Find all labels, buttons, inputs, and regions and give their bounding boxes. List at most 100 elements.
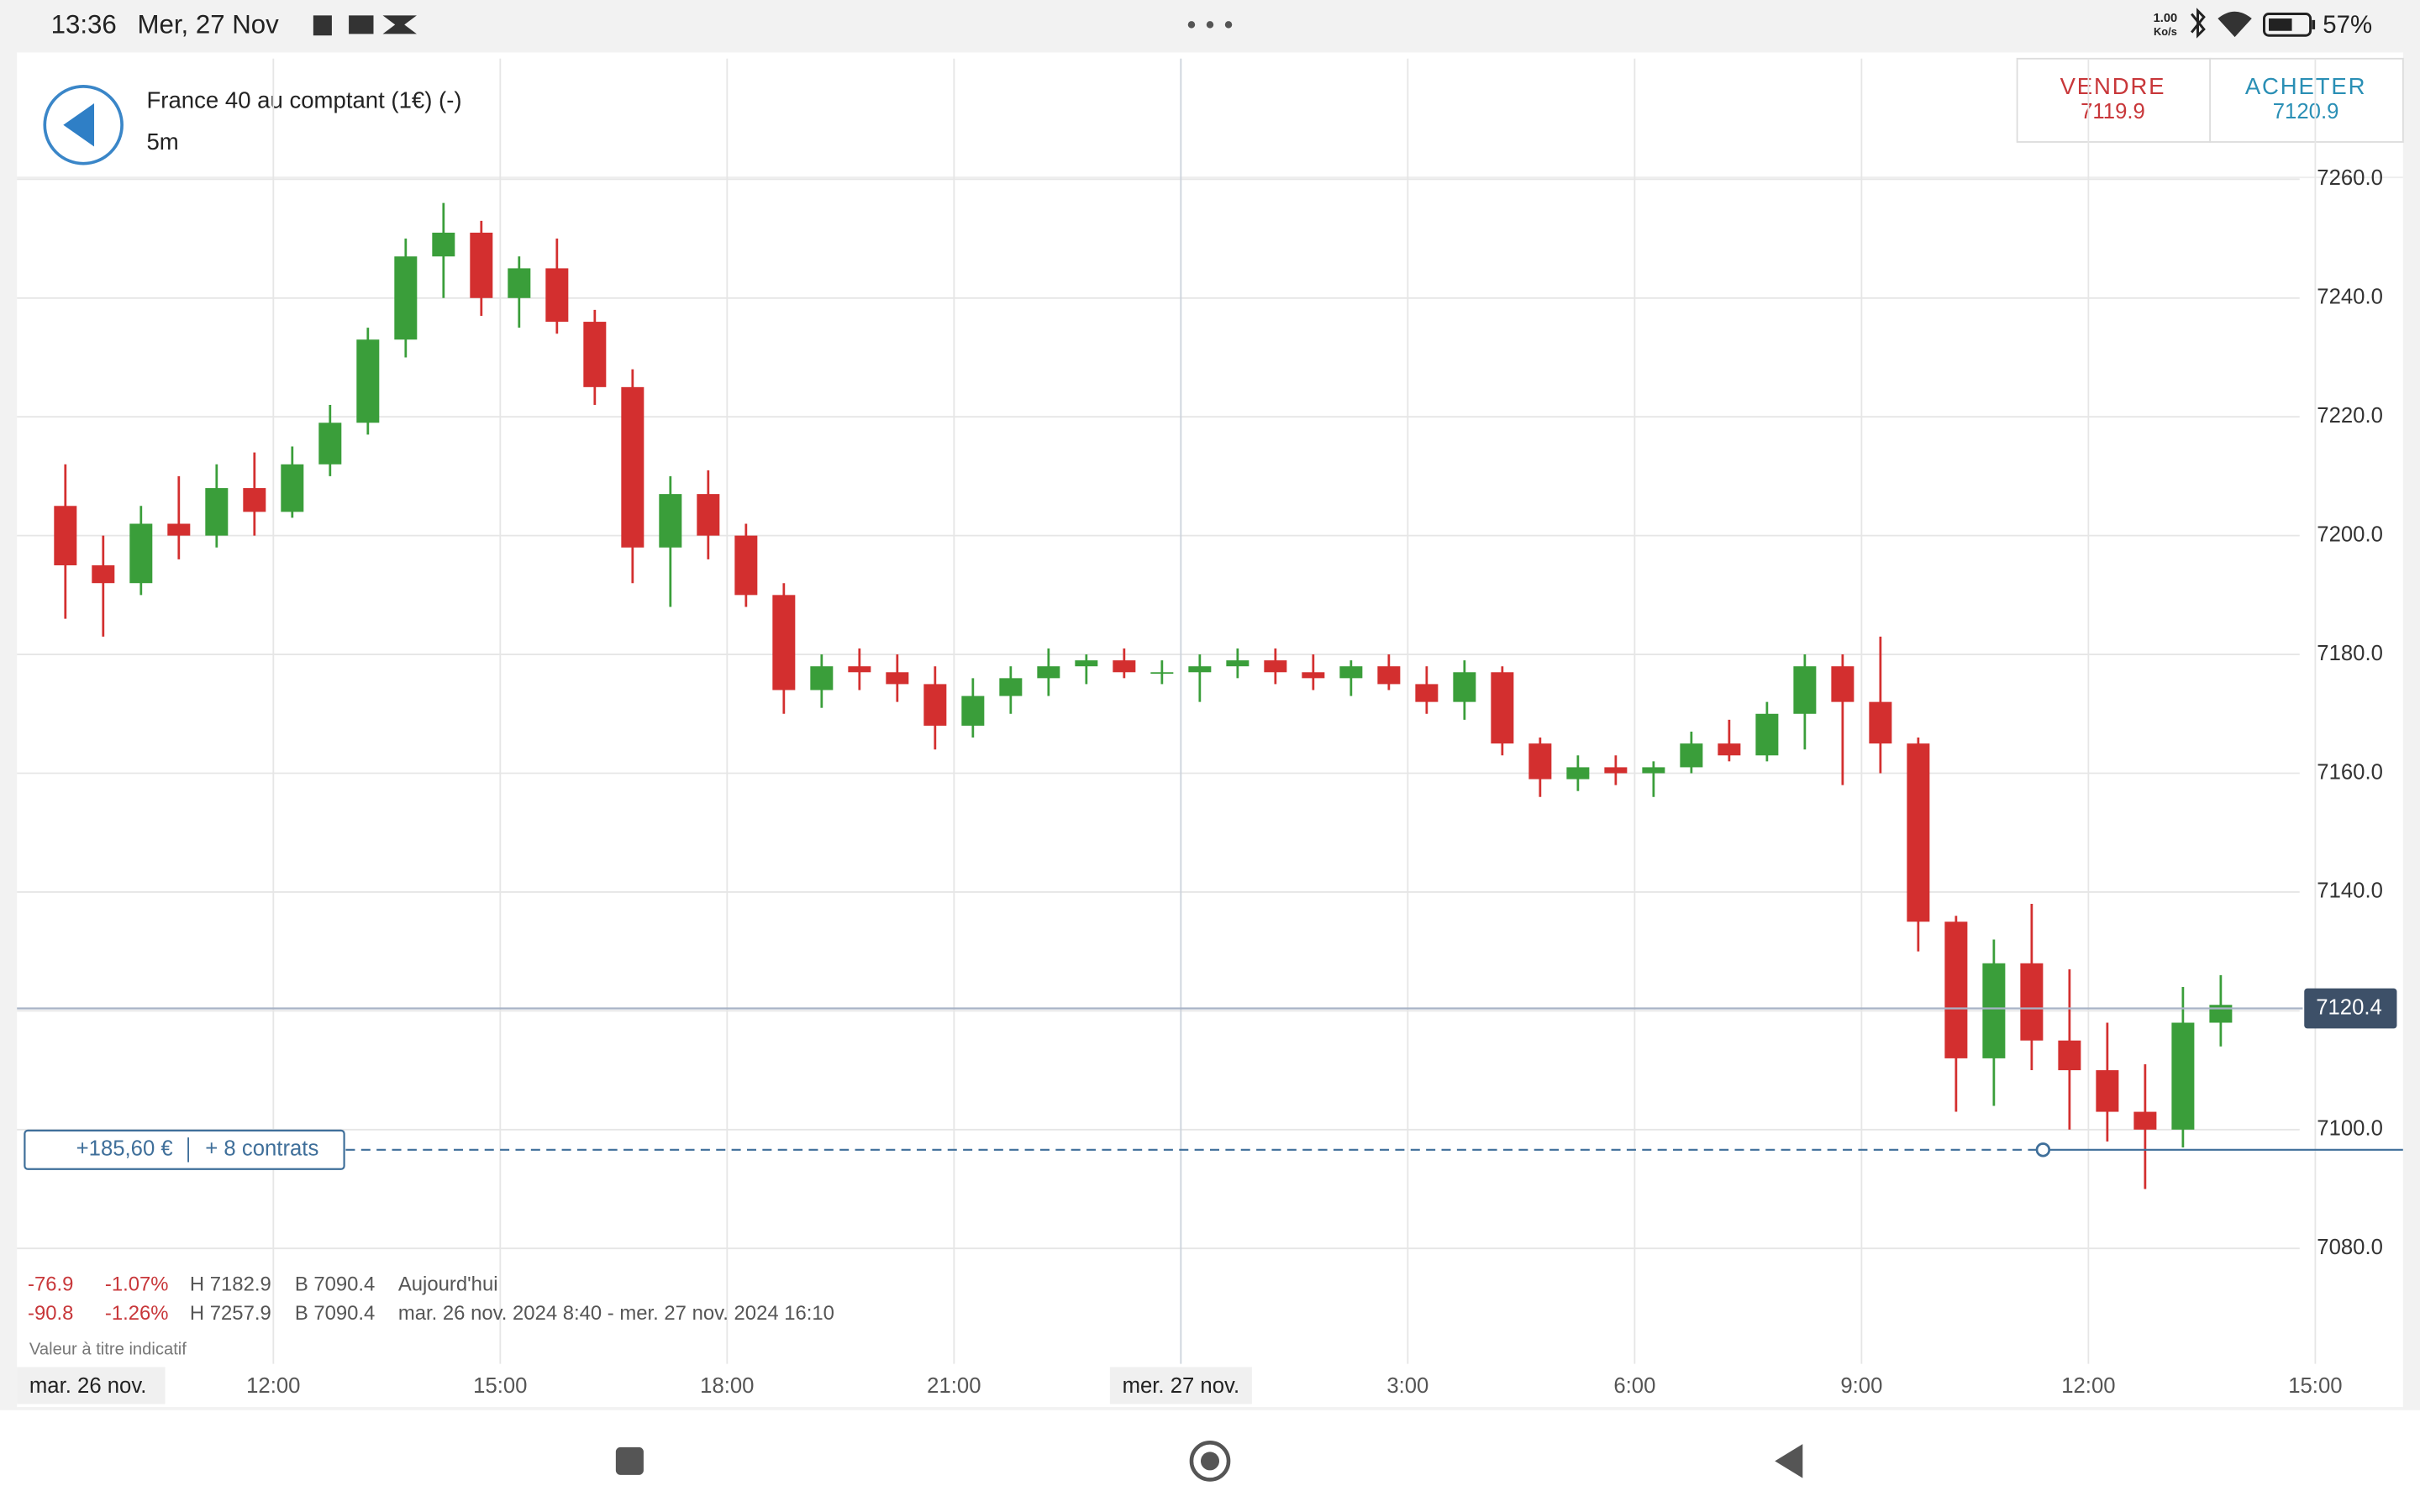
candle-body — [1944, 921, 1968, 1058]
current-price-bg — [2304, 988, 2397, 1029]
dots — [1206, 21, 1214, 29]
y-tick-label: 7220.0 — [2317, 404, 2383, 428]
candle-body — [1075, 660, 1098, 667]
candle-body — [2096, 1070, 2119, 1112]
candle-body — [167, 523, 191, 536]
x-tick-label: 12:00 — [2061, 1374, 2115, 1398]
status-time: 13:36 — [51, 9, 117, 39]
candle-body — [2171, 1022, 2195, 1130]
candle-body — [621, 386, 644, 548]
net-speed: 1.00 — [2154, 12, 2178, 25]
stats: -76.9 -1.07% H 7182.9 B 7090.4 Aujourd'hui -9… — [28, 1273, 834, 1325]
candle-body — [92, 564, 115, 584]
candle-body — [281, 464, 304, 512]
sell-button[interactable]: VENDRE 7119.9 — [2016, 57, 2212, 143]
candle-body — [1755, 713, 1779, 756]
candle-body — [318, 423, 342, 465]
y-tick-label: 7240.0 — [2317, 286, 2383, 309]
net-unit: Ko/s — [2154, 25, 2177, 38]
battery-tip — [2312, 19, 2316, 29]
wifi-icon — [2217, 11, 2252, 38]
buy-box[interactable] — [2209, 57, 2404, 143]
dots — [1224, 21, 1233, 29]
candle-body — [697, 494, 720, 536]
bluetooth-icon — [2191, 8, 2206, 39]
buy-label: ACHETER — [2245, 73, 2367, 99]
battery-icon — [2263, 13, 2312, 37]
sell-label: VENDRE — [2060, 73, 2166, 99]
y-tick-label: 7160.0 — [2317, 760, 2383, 784]
position-box[interactable] — [24, 1129, 345, 1170]
candle-body — [1680, 743, 1703, 768]
candle-body — [1150, 672, 1174, 675]
candle-body — [1793, 666, 1817, 714]
x-tick-label: mer. 27 nov. — [1123, 1374, 1240, 1398]
sell-price: 7119.9 — [2081, 100, 2145, 123]
date-label-bg — [1109, 1367, 1252, 1404]
stat-value: B 7090.4 — [295, 1273, 376, 1295]
candle-body — [1226, 660, 1249, 667]
instrument-title: France 40 au comptant (1€) (-) — [146, 87, 461, 113]
candle-body — [1907, 743, 1930, 922]
candle-body — [999, 678, 1023, 696]
candle-body — [470, 232, 493, 298]
battery-level — [2269, 18, 2292, 31]
candle-body — [205, 488, 229, 536]
disclaimer: Valeur à titre indicatif — [29, 1340, 187, 1358]
position-profit: +185,60 € — [76, 1137, 173, 1161]
y-tick-label: 7140.0 — [2317, 879, 2383, 903]
candle-body — [1718, 743, 1741, 756]
candle-body — [886, 672, 909, 685]
back-arrow[interactable] — [63, 103, 95, 147]
candle-body — [772, 595, 796, 690]
nav-home[interactable] — [1189, 1441, 1231, 1482]
stat-value: mar. 26 nov. 2024 8:40 - mer. 27 nov. 20… — [398, 1302, 834, 1325]
start-date-label: mar. 26 nov. — [29, 1374, 147, 1398]
current-price-label: 7120.4 — [2316, 995, 2382, 1019]
date-label-bg — [17, 1367, 166, 1404]
candle-body — [848, 666, 871, 673]
stat-value: Aujourd'hui — [398, 1273, 498, 1295]
x-tick-label: 15:00 — [473, 1374, 527, 1398]
candle-body — [1604, 767, 1628, 774]
nav-home-dot[interactable] — [1200, 1452, 1220, 1471]
app-panel — [17, 52, 2403, 1408]
candle-body — [1415, 684, 1439, 702]
stat-value: H 7182.9 — [190, 1273, 271, 1295]
candle-body — [923, 684, 947, 726]
status-icon — [313, 15, 332, 36]
candle-body — [129, 523, 153, 584]
nav-recents[interactable] — [615, 1446, 644, 1475]
y-tick-label: 7100.0 — [2317, 1117, 2383, 1141]
candle-body — [1113, 660, 1136, 673]
back-button[interactable] — [43, 85, 124, 165]
y-tick-label: 7200.0 — [2317, 522, 2383, 546]
candle-body — [1869, 701, 1892, 744]
candle-body — [2020, 963, 2044, 1041]
dots — [1187, 21, 1196, 29]
candle-body — [1377, 666, 1401, 685]
x-tick-label: 18:00 — [700, 1374, 754, 1398]
candle-body — [243, 488, 266, 512]
stat-value: -1.26% — [105, 1302, 169, 1325]
interval: 5m — [146, 129, 178, 155]
buy-button[interactable]: ACHETER 7120.9 — [2209, 57, 2404, 143]
y-tick-label: 7180.0 — [2317, 642, 2383, 665]
sell-box[interactable] — [2016, 57, 2212, 143]
candle-body — [583, 322, 607, 387]
x-tick-label: 3:00 — [1386, 1374, 1428, 1398]
stat-value: H 7257.9 — [190, 1302, 271, 1325]
nav-back[interactable] — [1775, 1444, 1803, 1478]
x-tick-label: 6:00 — [1613, 1374, 1655, 1398]
y-tick-label: 7080.0 — [2317, 1236, 2383, 1259]
candle-body — [1339, 666, 1363, 679]
status-icon — [349, 15, 374, 34]
candle-body — [394, 256, 418, 340]
candle-body — [1831, 666, 1854, 702]
candle-body — [1188, 666, 1212, 673]
candle-body — [961, 696, 985, 726]
position-contracts: + 8 contrats — [205, 1137, 318, 1161]
y-tick-label: 7260.0 — [2317, 166, 2383, 190]
